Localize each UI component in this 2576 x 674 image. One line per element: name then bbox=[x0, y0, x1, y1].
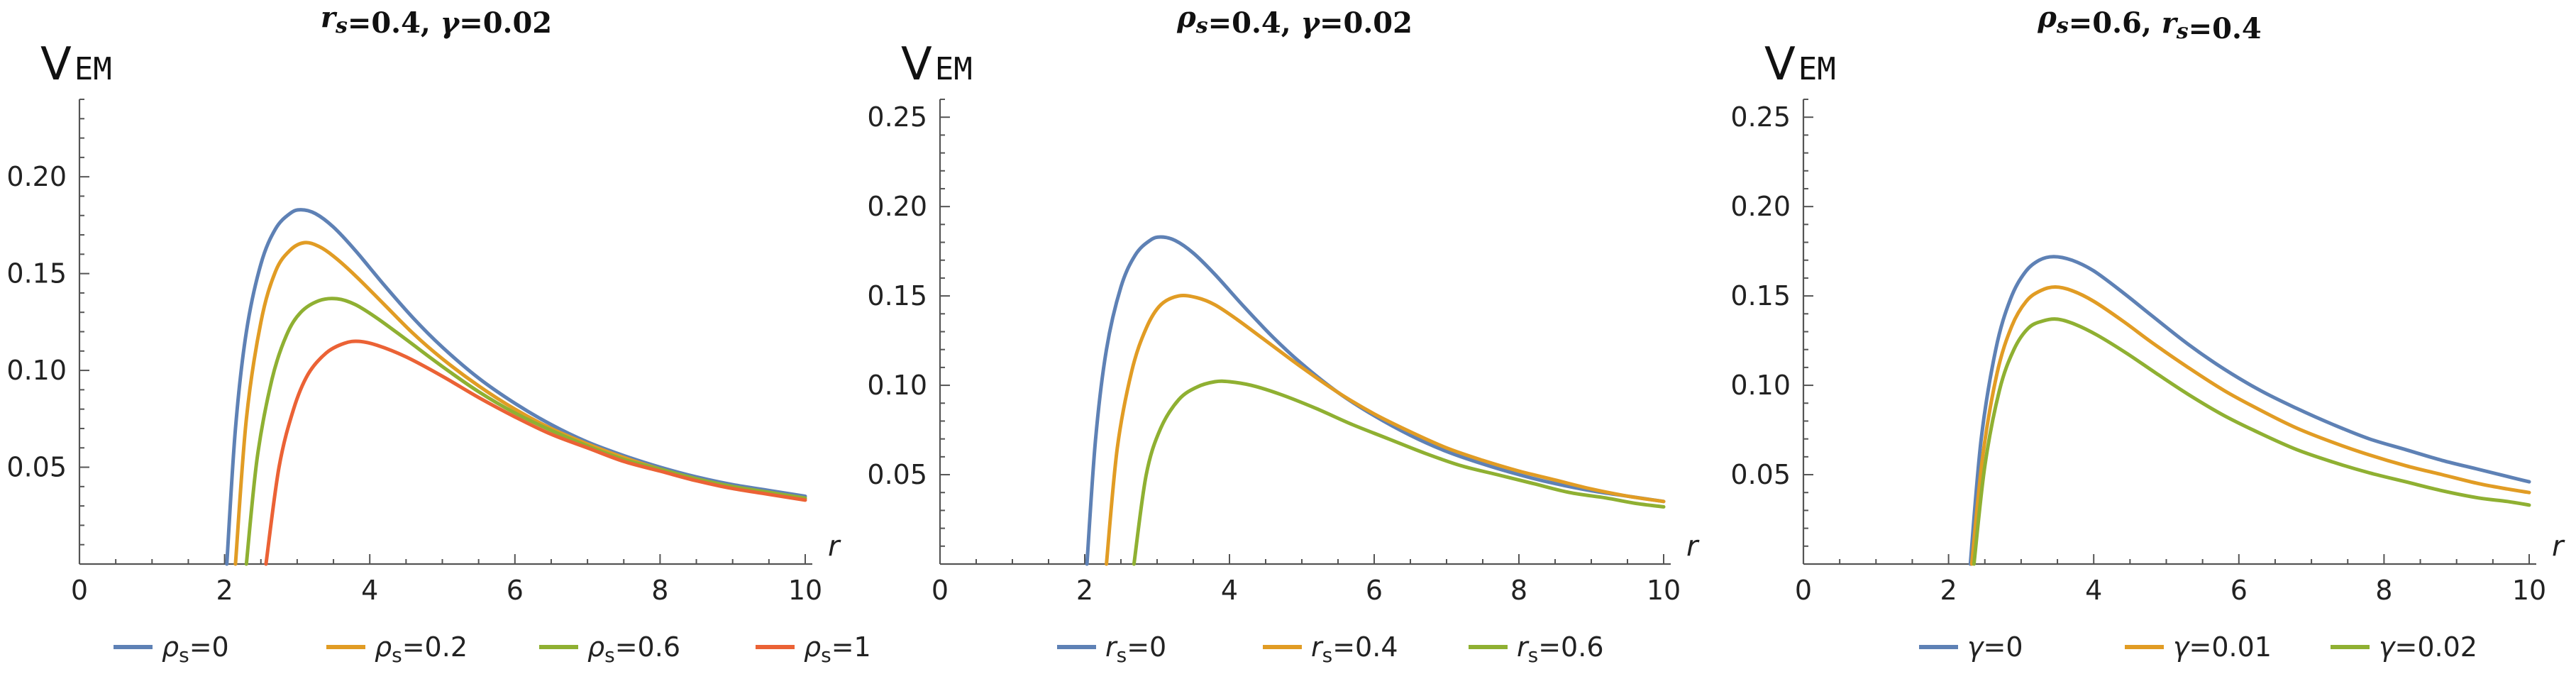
x-tick-label: 4 bbox=[1221, 575, 1238, 606]
x-tick-label: 2 bbox=[216, 575, 233, 606]
x-tick-label: 6 bbox=[507, 575, 524, 606]
legend-label: γ=0 bbox=[1967, 631, 2023, 663]
chart-panel-2: ρs=0.4, γ=0.02 VEM 0 2 4 6 8 10r 0.05 0.10 0.15 0.2… bbox=[867, 1, 1700, 667]
x-tick-label: 8 bbox=[651, 575, 668, 606]
y-tick-label: 0.05 bbox=[1730, 459, 1791, 490]
legend-label: rs=0.6 bbox=[1517, 631, 1604, 667]
x-tick-label: 8 bbox=[1510, 575, 1527, 606]
x-tick-label: 10 bbox=[1647, 575, 1681, 606]
y-tick-label: 0.15 bbox=[1730, 280, 1791, 311]
series-line-2 bbox=[1969, 285, 2531, 566]
x-tick-label: 4 bbox=[361, 575, 378, 606]
y-axis-label: VEM bbox=[1764, 38, 1836, 91]
legend-label: γ=0.02 bbox=[2379, 631, 2477, 663]
series-line-4 bbox=[264, 339, 807, 566]
x-tick-label: 0 bbox=[932, 575, 949, 606]
x-axis-label: r bbox=[2552, 530, 2565, 563]
y-tick-label: 0.10 bbox=[1730, 370, 1791, 401]
x-axis-label: r bbox=[828, 530, 841, 563]
y-tick-label: 0.10 bbox=[867, 370, 927, 401]
x-tick-label: 6 bbox=[1366, 575, 1383, 606]
chart-panel-1: rs=0.4, γ=0.02 VEM 0 2 4 6 8 10r 0.05 0.10 0.15 0.2… bbox=[6, 1, 870, 667]
y-tick-label: 0.15 bbox=[867, 280, 927, 311]
series-line-3 bbox=[1972, 317, 2531, 566]
x-tick-label: 2 bbox=[1076, 575, 1093, 606]
series-line-2 bbox=[233, 241, 807, 566]
y-axis-label: VEM bbox=[901, 38, 973, 91]
x-tick-label: 8 bbox=[2375, 575, 2392, 606]
y-tick-label: 0.25 bbox=[1730, 101, 1791, 133]
series-line-3 bbox=[1132, 379, 1666, 566]
x-tick-label: 10 bbox=[2512, 575, 2546, 606]
y-tick-label: 0.10 bbox=[6, 355, 67, 386]
y-tick-label: 0.20 bbox=[867, 191, 927, 222]
series-line-1 bbox=[225, 208, 807, 566]
y-tick-label: 0.05 bbox=[867, 459, 927, 490]
y-axis-label: VEM bbox=[40, 38, 112, 91]
x-tick-label: 0 bbox=[71, 575, 88, 606]
legend-label: ρs=0.6 bbox=[587, 631, 680, 667]
legend-label: rs=0 bbox=[1105, 631, 1166, 667]
x-tick-label: 6 bbox=[2230, 575, 2248, 606]
y-tick-label: 0.20 bbox=[6, 161, 67, 192]
legend-label: ρs=0 bbox=[162, 631, 229, 667]
chart-title: ρs=0.4, γ=0.02 bbox=[1176, 1, 1413, 40]
series-line-2 bbox=[1105, 293, 1666, 566]
legend-label: γ=0.01 bbox=[2173, 631, 2272, 663]
x-tick-label: 10 bbox=[788, 575, 822, 606]
y-tick-label: 0.20 bbox=[1730, 191, 1791, 222]
y-tick-label: 0.05 bbox=[6, 452, 67, 483]
series-line-1 bbox=[1085, 235, 1666, 566]
y-tick-label: 0.15 bbox=[6, 258, 67, 289]
x-axis-label: r bbox=[1686, 530, 1700, 563]
series-line-3 bbox=[244, 297, 807, 566]
y-tick-label: 0.25 bbox=[867, 101, 927, 133]
x-tick-label: 0 bbox=[1795, 575, 1812, 606]
legend-label: ρs=0.2 bbox=[375, 631, 468, 667]
chart-title: ρs=0.6, rs=0.4 bbox=[2037, 1, 2262, 45]
chart-panel-3: ρs=0.6, rs=0.4 VEM 0 2 4 6 8 10r 0.05 0.10 0.15 0.2… bbox=[1730, 1, 2565, 663]
legend-label: ρs=1 bbox=[804, 631, 871, 667]
x-tick-label: 2 bbox=[1940, 575, 1957, 606]
series-line-1 bbox=[1968, 255, 2531, 566]
x-tick-label: 4 bbox=[2085, 575, 2102, 606]
legend-label: rs=0.4 bbox=[1311, 631, 1398, 667]
chart-title: rs=0.4, γ=0.02 bbox=[321, 1, 552, 40]
